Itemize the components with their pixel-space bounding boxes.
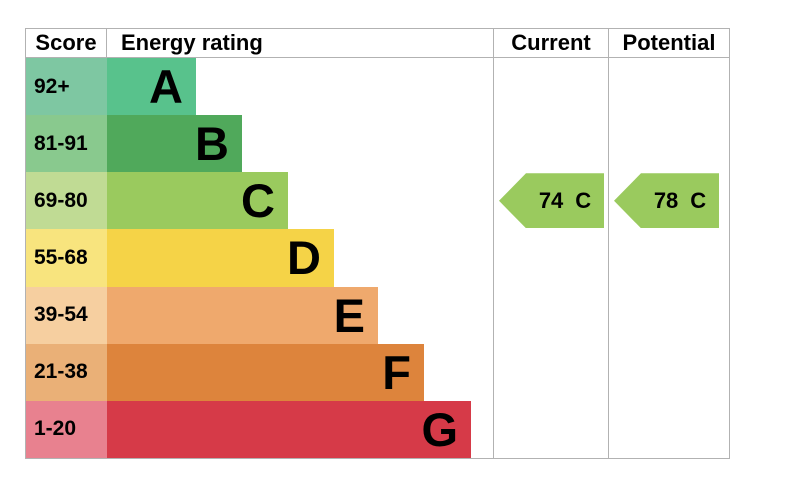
current-column-cell <box>493 400 608 458</box>
score-range-c: 69-80 <box>26 172 107 230</box>
potential-rating-value: 78 <box>653 187 679 213</box>
epc-rating-chart: Score Energy rating Current Potential 92… <box>25 28 730 459</box>
score-header: Score <box>26 29 107 57</box>
score-range-a: 92+ <box>26 58 107 116</box>
rating-bar-g: G <box>107 400 471 458</box>
current-column-cell <box>493 343 608 401</box>
score-range-b: 81-91 <box>26 115 107 173</box>
score-range-e: 39-54 <box>26 286 107 344</box>
rating-bar-f: F <box>107 343 424 401</box>
potential-column-cell <box>608 229 729 287</box>
band-row-a: 92+ A <box>26 58 729 116</box>
score-range-d: 55-68 <box>26 229 107 287</box>
potential-header: Potential <box>608 29 729 57</box>
potential-column-cell <box>608 115 729 173</box>
band-row-f: 21-38 F <box>26 343 729 401</box>
band-letter-f: F <box>382 345 411 399</box>
rating-bar-c: C <box>107 172 288 230</box>
score-range-g: 1-20 <box>26 400 107 458</box>
potential-column-cell <box>608 286 729 344</box>
band-letter-b: B <box>195 117 229 171</box>
current-column-cell <box>493 115 608 173</box>
current-rating-value: 74 <box>538 187 564 213</box>
energy-rating-header: Energy rating <box>121 30 263 55</box>
rating-bar-e: E <box>107 286 378 344</box>
chart-header-row: Score Energy rating Current Potential <box>26 29 729 58</box>
band-letter-d: D <box>287 231 321 285</box>
current-rating-band: C <box>575 187 592 213</box>
band-row-e: 39-54 E <box>26 286 729 344</box>
band-row-b: 81-91 B <box>26 115 729 173</box>
current-column-cell <box>493 229 608 287</box>
band-letter-a: A <box>149 60 183 114</box>
rating-bar-d: D <box>107 229 334 287</box>
potential-column-cell <box>608 58 729 116</box>
current-column-cell <box>493 58 608 116</box>
band-letter-g: G <box>421 402 458 456</box>
chart-body: 92+ A 81-91 B 69-80 C 55-68 D 39-54 E <box>26 58 729 458</box>
band-row-d: 55-68 D <box>26 229 729 287</box>
potential-column-cell <box>608 400 729 458</box>
score-range-f: 21-38 <box>26 343 107 401</box>
current-header: Current <box>493 29 608 57</box>
potential-rating-band: C <box>690 187 707 213</box>
current-column-cell <box>493 286 608 344</box>
band-row-g: 1-20 G <box>26 400 729 458</box>
potential-column-cell <box>608 343 729 401</box>
band-letter-c: C <box>241 174 275 228</box>
rating-bar-b: B <box>107 115 242 173</box>
band-letter-e: E <box>333 288 365 342</box>
rating-bar-a: A <box>107 58 196 116</box>
